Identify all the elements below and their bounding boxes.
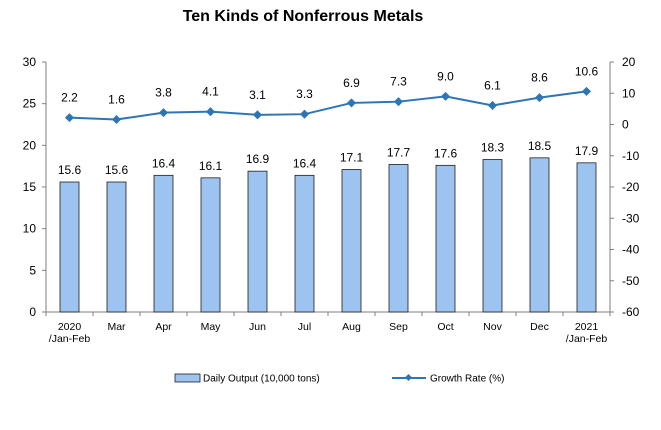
legend-line-marker [404,373,413,382]
line-value-label: 6.1 [484,78,501,92]
bar [106,181,127,313]
bar [576,162,597,313]
left-tick-label: 25 [23,97,37,111]
legend-bar-swatch [174,373,201,383]
bar-value-label: 17.6 [434,146,458,160]
chart-title: Ten Kinds of Nonferrous Metals [183,8,424,25]
left-tick-label: 5 [29,263,36,277]
category-label: May [201,321,222,333]
category-label: Aug [342,321,361,333]
left-tick-label: 0 [29,305,36,319]
line-value-label: 3.1 [249,88,266,102]
bar [153,174,174,313]
bar [435,164,456,313]
bar-value-label: 18.3 [481,141,505,155]
bar [388,164,409,313]
line-value-label: 2.2 [61,91,78,105]
legend-line-label: Growth Rate (%) [430,374,504,385]
growth-rate-point [487,100,498,110]
left-tick-label: 15 [23,180,37,194]
category-label: Oct [437,321,453,333]
growth-rate-point [393,97,404,107]
category-label: Sep [389,321,408,333]
bar-value-label: 17.9 [575,144,599,158]
growth-rate-point [111,114,122,125]
growth-rate-point [440,91,451,101]
left-tick-label: 10 [23,222,37,236]
left-tick-label: 30 [23,55,37,69]
right-tick-label: -60 [622,305,640,319]
growth-rate-point [158,108,169,118]
right-tick-label: -40 [622,243,640,257]
bar [294,174,315,313]
bar [529,157,550,313]
right-tick-label: 20 [622,55,636,69]
bar-value-label: 16.9 [246,152,270,166]
line-value-label: 1.6 [108,93,125,107]
bar [482,159,503,313]
category-label: Jul [298,321,311,333]
category-label: Nov [483,321,502,333]
legend-bar-label: Daily Output (10,000 tons) [203,374,320,385]
bar-value-label: 17.7 [387,146,411,160]
right-tick-label: -10 [622,149,640,163]
line-value-label: 3.3 [296,87,313,101]
right-tick-label: 0 [622,118,629,132]
right-tick-label: 10 [622,86,636,100]
growth-rate-point [205,107,216,117]
growth-rate-point [64,113,75,123]
bar-value-label: 17.1 [340,151,364,165]
bar-value-label: 16.4 [152,156,176,170]
growth-rate-line [69,90,587,121]
bar-value-label: 16.1 [199,159,223,173]
bar-value-label: 18.5 [528,139,552,153]
bar [200,177,221,313]
category-label: Jun [249,321,266,333]
growth-rate-point [534,93,545,103]
right-tick-label: -30 [622,211,640,225]
bar-value-label: 15.6 [58,163,82,177]
category-label: Apr [155,321,172,333]
line-value-label: 10.6 [575,64,599,78]
bar [247,170,268,313]
right-tick-label: -20 [622,180,640,194]
right-tick-label: -50 [622,274,640,288]
growth-rate-point [346,98,357,108]
bar-value-label: 15.6 [105,163,129,177]
line-value-label: 4.1 [202,85,219,99]
growth-rate-point [581,86,592,96]
bar [59,181,80,313]
left-tick-label: 20 [23,138,37,152]
category-label: /Jan-Feb [49,333,91,345]
bar [341,169,362,313]
growth-rate-point [252,110,263,120]
category-label: Dec [530,321,549,333]
line-value-label: 3.8 [155,86,172,100]
category-label: 2020 [58,321,82,333]
growth-rate-point [299,109,310,119]
line-value-label: 7.3 [390,75,407,89]
bar-value-label: 16.4 [293,156,317,170]
line-value-label: 6.9 [343,76,360,90]
category-label: Mar [107,321,126,333]
line-value-label: 9.0 [437,69,454,83]
category-label: 2021 [575,321,599,333]
line-value-label: 8.6 [531,71,548,85]
category-label: /Jan-Feb [566,333,608,345]
